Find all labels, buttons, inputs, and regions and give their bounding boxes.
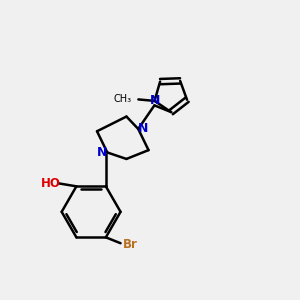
Text: Br: Br bbox=[122, 238, 137, 251]
Text: N: N bbox=[97, 146, 107, 159]
Text: CH₃: CH₃ bbox=[114, 94, 132, 104]
Text: N: N bbox=[149, 94, 160, 107]
Text: N: N bbox=[138, 122, 149, 135]
Text: HO: HO bbox=[40, 177, 60, 190]
